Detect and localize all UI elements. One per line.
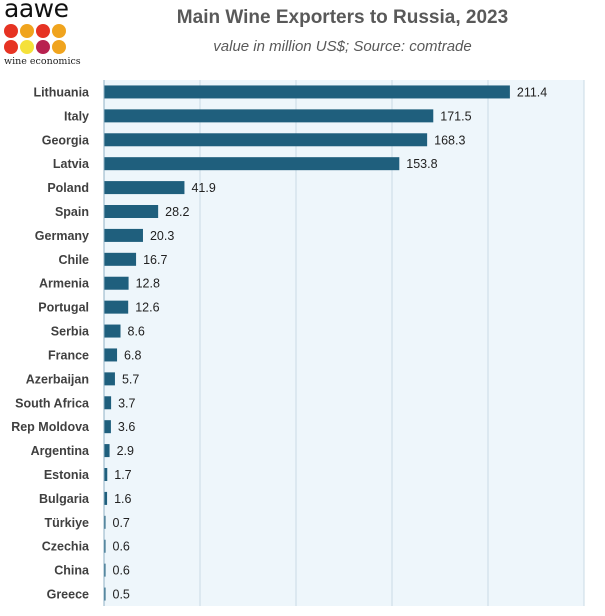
logo-dot [36,40,50,54]
data-label: 1.6 [114,492,131,506]
data-label: 16.7 [143,253,167,267]
logo-wordmark: aawe [4,0,69,23]
category-label: France [48,348,89,362]
data-label: 20.3 [150,229,174,243]
bar [104,515,106,529]
category-label: Lithuania [33,85,90,99]
data-label: 168.3 [434,133,465,147]
data-label: 12.6 [135,301,159,315]
category-label: Portugal [38,301,89,315]
data-label: 153.8 [406,157,437,171]
logo-dot [4,24,18,38]
bar [104,396,112,410]
data-label: 12.8 [136,277,160,291]
category-label: Spain [55,205,89,219]
data-label: 41.9 [191,181,215,195]
category-label: Argentina [31,444,90,458]
chart-title: Main Wine Exporters to Russia, 2023 [176,7,509,28]
data-label: 3.7 [118,396,135,410]
bar [104,181,185,195]
bar [104,491,108,505]
data-label: 1.7 [114,468,131,482]
bar [104,228,143,242]
data-label: 0.6 [113,564,130,578]
bar [104,276,129,290]
data-label: 2.9 [117,444,134,458]
bar [104,539,106,553]
logo-dot [52,40,66,54]
chart-subtitle: value in million US$; Source: comtrade [213,38,472,55]
data-label: 211.4 [517,85,547,99]
bar [104,109,434,123]
bar [104,348,118,362]
bar [104,157,400,171]
category-label: Georgia [42,133,90,147]
data-label: 28.2 [165,205,189,219]
bar [104,133,428,147]
category-label: Chile [58,253,89,267]
bar [104,444,110,458]
data-label: 0.5 [113,588,130,602]
logo-dot [52,24,66,38]
category-label: Rep Moldova [11,420,90,434]
logo-tagline: wine economics [4,56,81,67]
logo-dots-icon [4,24,66,54]
logo-dot [20,24,34,38]
data-label: 5.7 [122,372,139,386]
bar [104,468,108,481]
category-label: Armenia [39,277,90,291]
category-label: Germany [35,229,89,243]
category-label: Italy [64,109,89,123]
logo-dot [20,40,34,54]
category-label: Türkiye [45,516,90,530]
bar [104,205,159,218]
category-label: China [54,564,90,578]
bar [104,587,106,601]
data-label: 3.6 [118,420,135,434]
data-label: 0.7 [113,516,130,530]
category-label: Bulgaria [39,492,90,506]
data-label: 0.6 [113,540,130,554]
category-label: South Africa [15,396,90,410]
category-label: Greece [47,588,89,602]
aawe-logo: aawe wine economics [4,0,84,70]
category-label: Azerbaijan [26,372,89,386]
logo-dot [36,24,50,38]
category-label: Latvia [53,157,90,171]
bar [104,563,106,577]
bar [104,252,137,266]
category-label: Poland [47,181,89,195]
data-label: 8.6 [128,325,145,339]
bar [104,372,115,386]
bar [104,324,121,338]
category-label: Czechia [42,540,90,554]
bar [104,85,510,99]
category-label: Serbia [51,325,90,339]
data-label: 171.5 [440,109,471,123]
data-label: 6.8 [124,348,141,362]
logo-dot [4,40,18,54]
category-label: Estonia [44,468,90,482]
bar [104,300,129,314]
bar [104,420,111,434]
